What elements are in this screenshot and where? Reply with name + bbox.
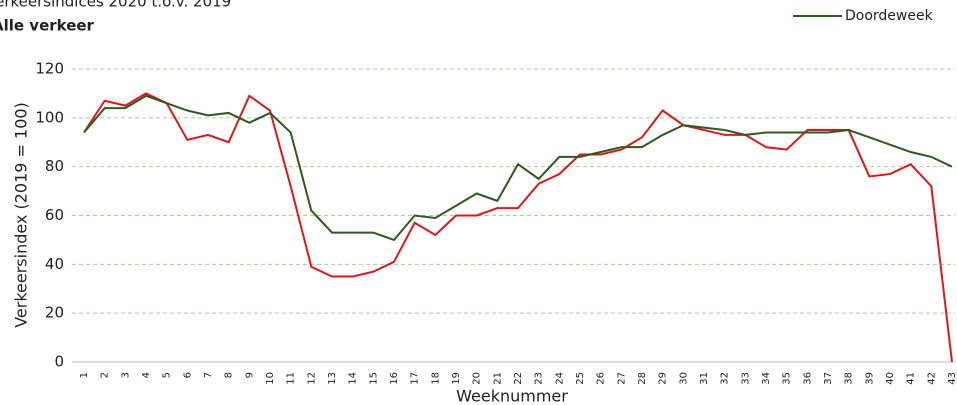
chart-title: Verkeersindices 2020 t.o.v. 2019 (0, 0, 231, 11)
x-tick-label: 13 (327, 372, 338, 385)
x-tick-label: 39 (864, 372, 875, 385)
x-tick-label: 37 (823, 372, 834, 385)
x-tick-label: 19 (451, 372, 462, 385)
line-series (83, 92, 953, 363)
y-axis-label: Verkeersindex (2019 = 100) (12, 102, 31, 328)
y-tick-label: 60 (45, 206, 64, 224)
x-tick-label: 16 (389, 372, 400, 385)
x-tick-label: 3 (120, 372, 131, 378)
x-tick-label: 32 (720, 372, 731, 385)
x-tick-label: 10 (265, 372, 276, 385)
x-tick-label: 25 (575, 372, 586, 385)
x-tick-label: 11 (286, 372, 297, 385)
x-tick-label: 9 (244, 372, 255, 378)
x-tick-label: 24 (554, 372, 565, 385)
x-tick-label: 31 (699, 372, 710, 385)
y-tick-label: 120 (35, 60, 64, 78)
x-tick-label: 38 (844, 372, 855, 385)
y-tick-label: 80 (45, 157, 64, 175)
x-tick-label: 18 (430, 372, 441, 385)
x-tick-label: 30 (678, 372, 689, 385)
x-tick-label: 14 (348, 372, 359, 385)
x-tick-label: 1 (79, 372, 90, 378)
x-tick-label: 6 (182, 372, 193, 378)
legend-label: Doordeweek (845, 8, 934, 24)
y-tick-label: 40 (45, 255, 64, 273)
y-tick-label: 20 (45, 304, 64, 322)
line-series (83, 94, 953, 242)
x-tick-label: 36 (802, 372, 813, 385)
x-tick-label: 33 (740, 372, 751, 385)
chart-subtitle: Alle verkeer (0, 17, 95, 35)
x-tick-label: 43 (947, 372, 957, 385)
x-tick-label: 4 (141, 372, 152, 378)
x-tick-label: 21 (492, 372, 503, 385)
x-tick-label: 8 (224, 372, 235, 378)
x-tick-label: 26 (596, 372, 607, 385)
x-tick-label: 23 (534, 372, 545, 385)
x-tick-label: 7 (203, 372, 214, 378)
x-tick-label: 22 (513, 372, 524, 385)
x-tick-label: 40 (885, 372, 896, 385)
x-tick-label: 34 (761, 372, 772, 385)
x-tick-label: 35 (782, 372, 793, 385)
x-tick-label: 2 (100, 372, 111, 378)
x-tick-label: 42 (926, 372, 937, 385)
x-tick-label: 28 (637, 372, 648, 385)
x-axis-label: Weeknummer (456, 387, 568, 405)
x-tick-label: 17 (410, 372, 421, 385)
x-tick-label: 41 (906, 372, 917, 385)
x-tick-label: 15 (368, 372, 379, 385)
x-tick-label: 27 (616, 372, 627, 385)
x-tick-label: 20 (472, 372, 483, 385)
y-tick-label: 0 (54, 353, 64, 371)
x-tick-label: 29 (658, 372, 669, 385)
x-tick-label: 12 (306, 372, 317, 385)
x-tick-label: 5 (162, 372, 173, 378)
y-tick-label: 100 (35, 108, 64, 126)
